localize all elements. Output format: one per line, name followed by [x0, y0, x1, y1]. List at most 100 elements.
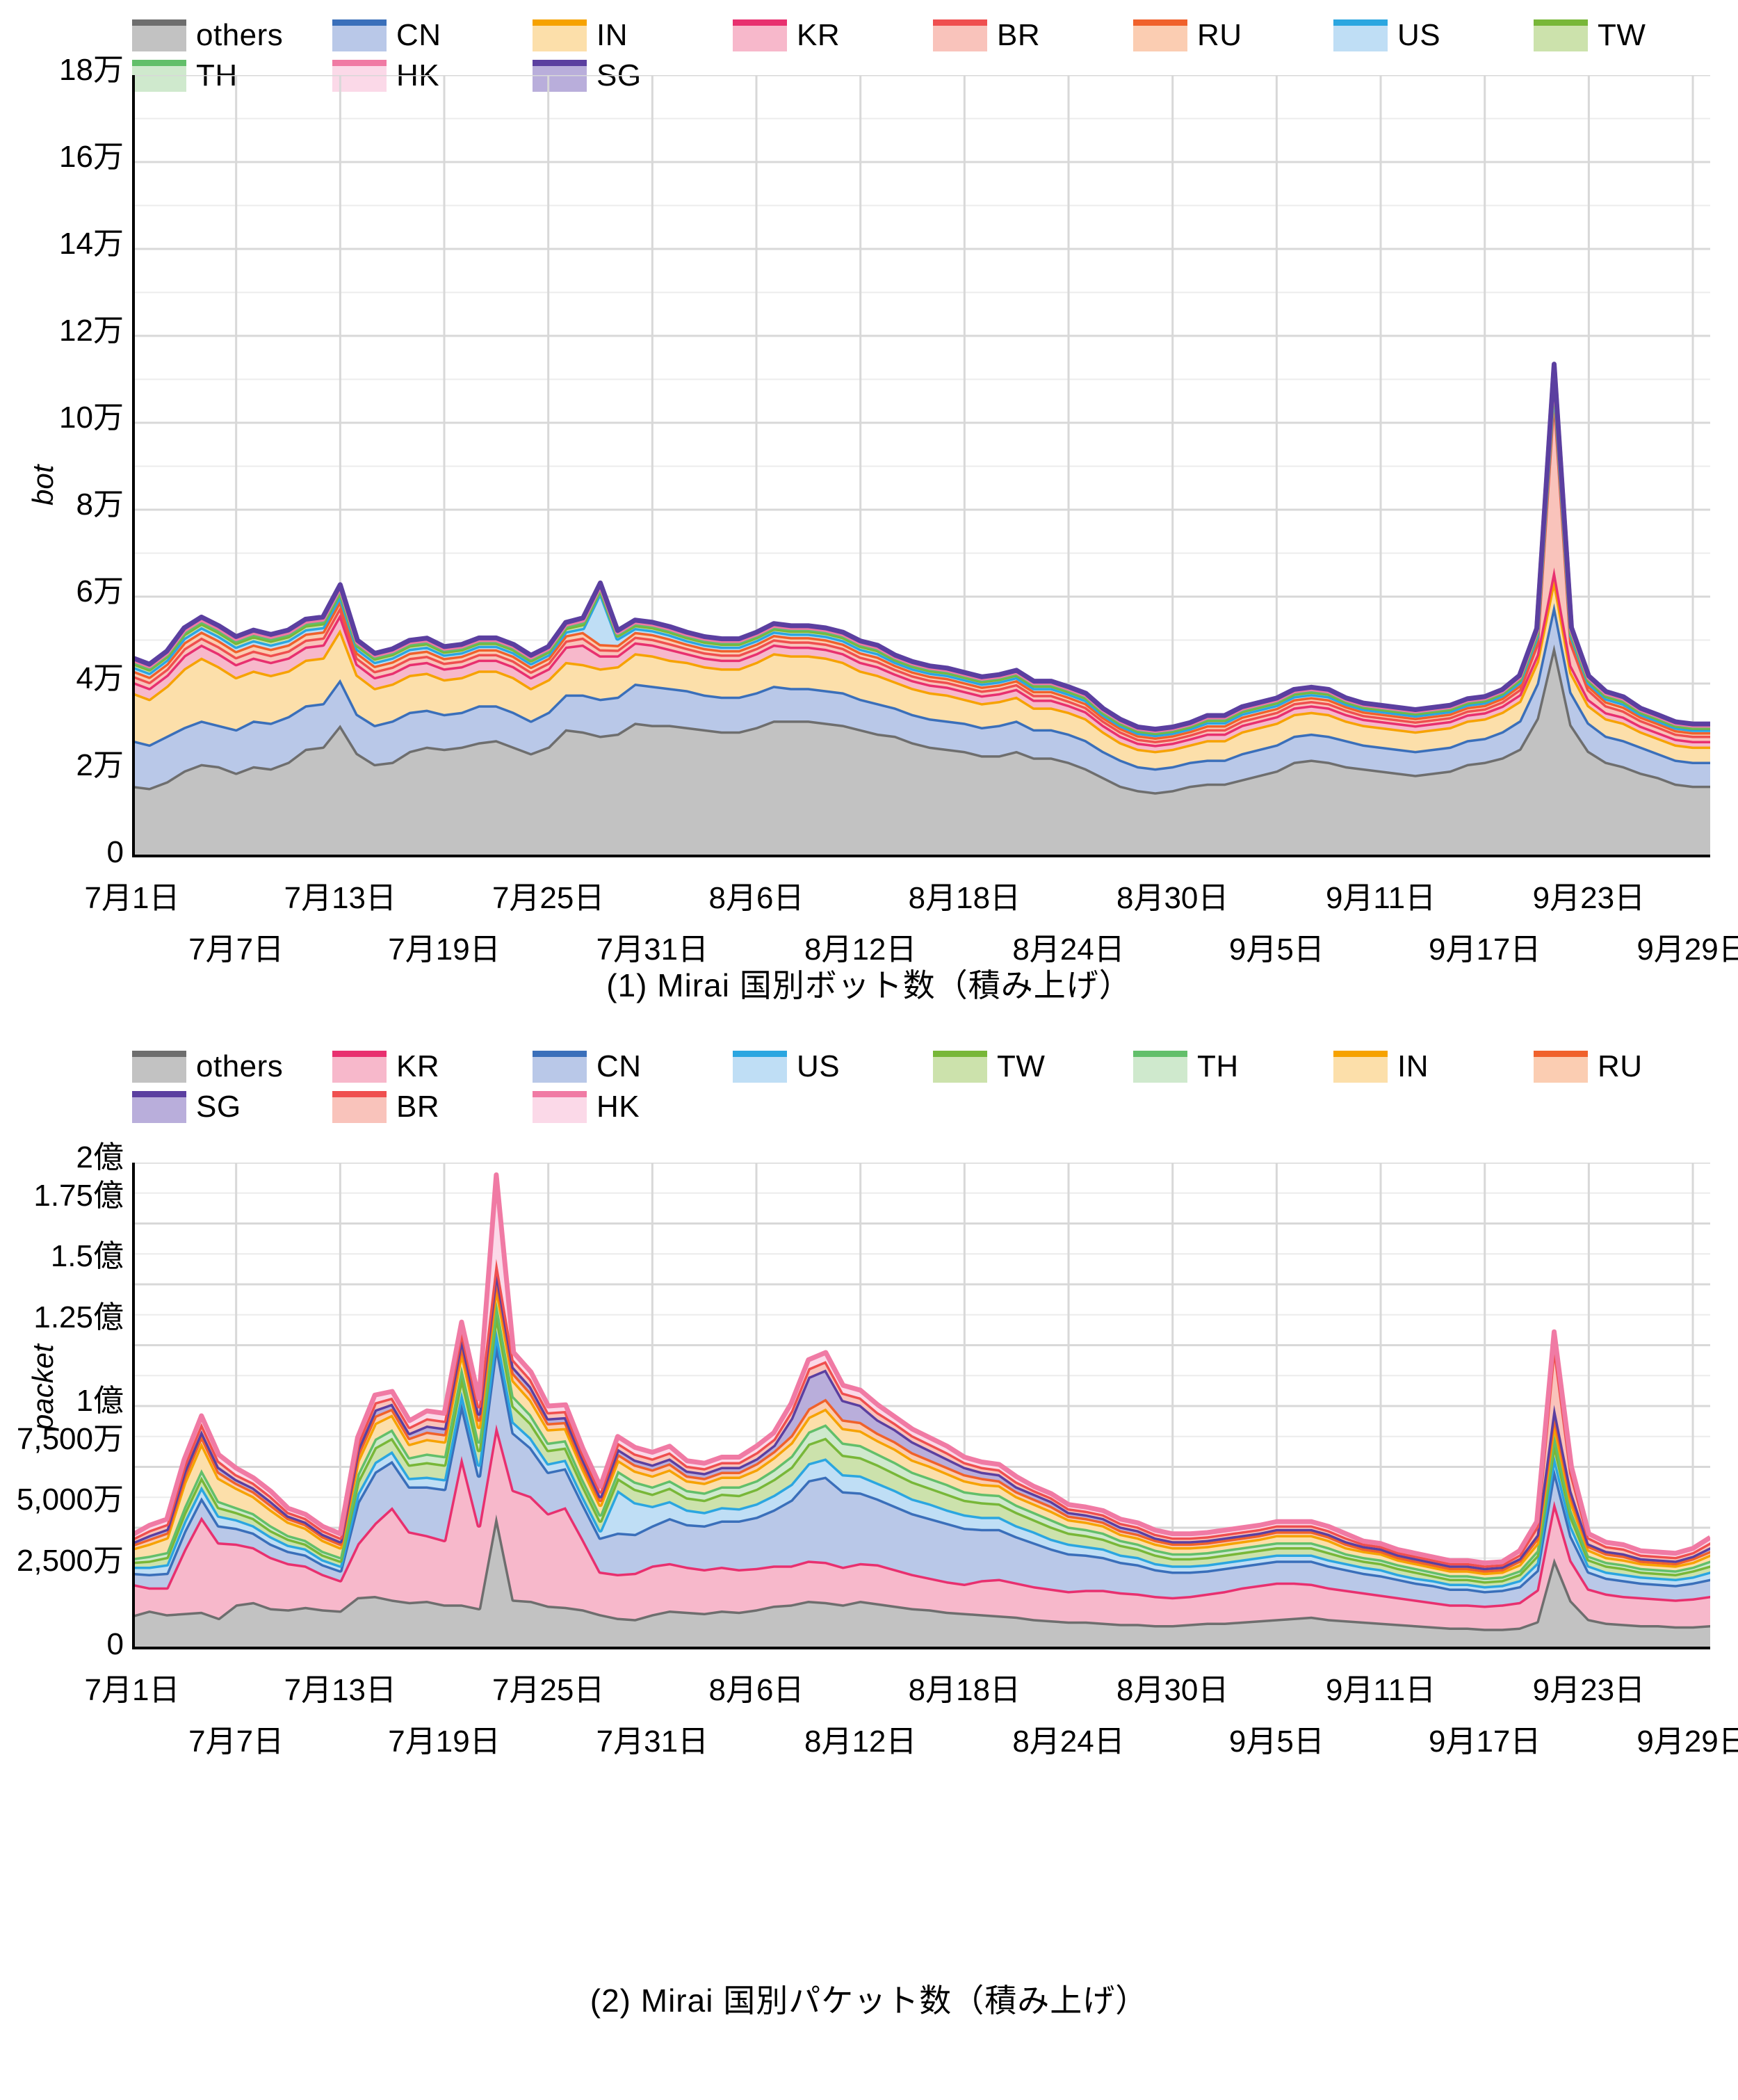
- legend-swatch-icon: [733, 1051, 787, 1083]
- x-axis-tick-label-bottom: 9月5日: [1228, 1725, 1324, 1759]
- legend-label: BR: [396, 1090, 440, 1124]
- x-axis-tick-label-top: 8月6日: [708, 881, 804, 915]
- area-others: [132, 644, 1710, 857]
- legend-item-others[interactable]: others: [132, 1047, 332, 1087]
- legend-item-in[interactable]: IN: [1333, 1047, 1534, 1087]
- y-axis-tick-label: 2,500万: [16, 1543, 124, 1578]
- figure-caption: (2) Mirai 国別パケット数（積み上げ）: [590, 1982, 1148, 2019]
- legend-item-br[interactable]: BR: [332, 1087, 533, 1127]
- legend-item-in[interactable]: IN: [533, 15, 733, 56]
- legend-label: others: [196, 18, 284, 52]
- legend-item-tw[interactable]: TW: [1534, 15, 1734, 56]
- x-axis-tick-label-top: 7月1日: [84, 881, 180, 915]
- y-axis-tick-label: 4万: [76, 661, 124, 695]
- y-axis-tick-label: 18万: [59, 53, 124, 87]
- x-axis-tick-label-bottom: 9月17日: [1428, 1725, 1541, 1759]
- x-axis-tick-label-top: 7月1日: [84, 1673, 180, 1707]
- legend-item-us[interactable]: US: [1333, 15, 1534, 56]
- x-axis-tick-label-top: 8月6日: [708, 1673, 804, 1707]
- y-axis-tick-label: 1.5億: [50, 1239, 124, 1273]
- x-axis-tick-label-top: 7月25日: [492, 1673, 605, 1707]
- x-axis-tick-label-bottom: 9月29日: [1637, 932, 1738, 967]
- legend-swatch-icon: [933, 19, 987, 51]
- legend-item-th[interactable]: TH: [1133, 1047, 1333, 1087]
- legend-item-kr[interactable]: KR: [733, 15, 933, 56]
- x-axis-tick-label-top: 8月18日: [908, 881, 1021, 915]
- legend-label: US: [797, 1049, 840, 1083]
- legend-swatch-icon: [332, 60, 387, 92]
- y-axis-tick-label: 1億: [76, 1384, 124, 1418]
- x-axis-tick-label-bottom: 7月19日: [388, 932, 501, 967]
- x-axis-tick-label-top: 7月13日: [284, 881, 397, 915]
- area-cn: [132, 603, 1710, 793]
- legend-swatch-icon: [1333, 1051, 1388, 1083]
- legend-item-us[interactable]: US: [733, 1047, 933, 1087]
- x-axis-tick-label-top: 8月30日: [1116, 881, 1229, 915]
- chart-legend: others KR CN US TW TH IN RU SG BR HK: [0, 1047, 1738, 1127]
- legend-swatch-icon: [933, 1051, 987, 1083]
- legend-item-others[interactable]: others: [132, 15, 332, 56]
- y-axis-tick-label: 1.25億: [33, 1300, 124, 1334]
- legend-swatch-icon: [533, 1051, 587, 1083]
- legend-item-sg[interactable]: SG: [132, 1087, 332, 1127]
- stacked-area-svg: [132, 1163, 1710, 1649]
- legend-item-cn[interactable]: CN: [533, 1047, 733, 1087]
- x-axis-tick-label-bottom: 7月7日: [188, 1725, 284, 1759]
- legend-swatch-icon: [132, 1091, 186, 1123]
- x-axis-tick-label-bottom: 8月24日: [1012, 1725, 1125, 1759]
- legend-label: others: [196, 1049, 284, 1083]
- legend-item-br[interactable]: BR: [933, 15, 1133, 56]
- x-axis-tick-label-top: 8月30日: [1116, 1673, 1229, 1707]
- x-axis-tick-label-bottom: 7月31日: [596, 932, 709, 967]
- y-axis-title: packet: [26, 1344, 59, 1430]
- legend-swatch-icon: [1534, 19, 1588, 51]
- y-axis-tick-label: 5,000万: [16, 1483, 124, 1517]
- x-axis-tick-label-bottom: 9月29日: [1637, 1725, 1738, 1759]
- legend-item-kr[interactable]: KR: [332, 1047, 533, 1087]
- y-axis-tick-label: 12万: [59, 314, 124, 348]
- line-sg: [132, 362, 1710, 732]
- legend-swatch-icon: [1133, 1051, 1187, 1083]
- x-axis-tick-label-bottom: 7月31日: [596, 1725, 709, 1759]
- area-others: [132, 1514, 1710, 1649]
- x-axis-tick-label-top: 8月18日: [908, 1673, 1021, 1707]
- legend-swatch-icon: [132, 60, 186, 92]
- legend-item-ru[interactable]: RU: [1534, 1047, 1734, 1087]
- x-axis-tick-label-top: 9月11日: [1325, 1673, 1436, 1707]
- plot-area: [132, 1163, 1710, 1649]
- legend-swatch-icon: [1534, 1051, 1588, 1083]
- legend-label: BR: [997, 18, 1041, 52]
- x-axis-tick-label-top: 9月23日: [1532, 1673, 1646, 1707]
- area-kr: [132, 1424, 1710, 1629]
- x-axis-tick-label-bottom: 8月12日: [804, 1725, 917, 1759]
- legend-swatch-icon: [332, 1091, 387, 1123]
- legend-swatch-icon: [332, 19, 387, 51]
- legend-label: CN: [596, 1049, 642, 1083]
- y-axis-tick-label: 7,500万: [16, 1421, 124, 1456]
- x-axis-tick-label-top: 9月11日: [1325, 881, 1436, 915]
- legend-label: US: [1397, 18, 1441, 52]
- y-axis-title: bot: [26, 465, 59, 506]
- x-axis-tick-label-bottom: 9月17日: [1428, 932, 1541, 967]
- figure-caption: (1) Mirai 国別ボット数（積み上げ）: [606, 967, 1132, 1003]
- y-axis-tick-label: 0: [106, 1627, 124, 1661]
- x-axis-tick-label-bottom: 8月12日: [804, 932, 917, 967]
- legend-label: SG: [196, 1090, 241, 1124]
- legend-item-tw[interactable]: TW: [933, 1047, 1133, 1087]
- legend-label: TW: [997, 1049, 1046, 1083]
- y-axis-tick-label: 14万: [59, 227, 124, 261]
- legend-item-cn[interactable]: CN: [332, 15, 533, 56]
- y-axis-tick-label: 2万: [76, 748, 124, 782]
- legend-label: KR: [396, 1049, 440, 1083]
- x-axis-tick-label-bottom: 7月7日: [188, 932, 284, 967]
- stacked-area-svg: [132, 75, 1710, 857]
- legend-swatch-icon: [1333, 19, 1388, 51]
- legend-label: IN: [1397, 1049, 1429, 1083]
- y-axis-tick-label: 2億: [76, 1140, 124, 1174]
- legend-item-ru[interactable]: RU: [1133, 15, 1333, 56]
- legend-item-hk[interactable]: HK: [533, 1087, 733, 1127]
- legend-swatch-icon: [533, 19, 587, 51]
- y-axis-tick-label: 10万: [59, 401, 124, 435]
- plot-area: [132, 75, 1710, 857]
- y-axis-tick-label: 16万: [59, 140, 124, 174]
